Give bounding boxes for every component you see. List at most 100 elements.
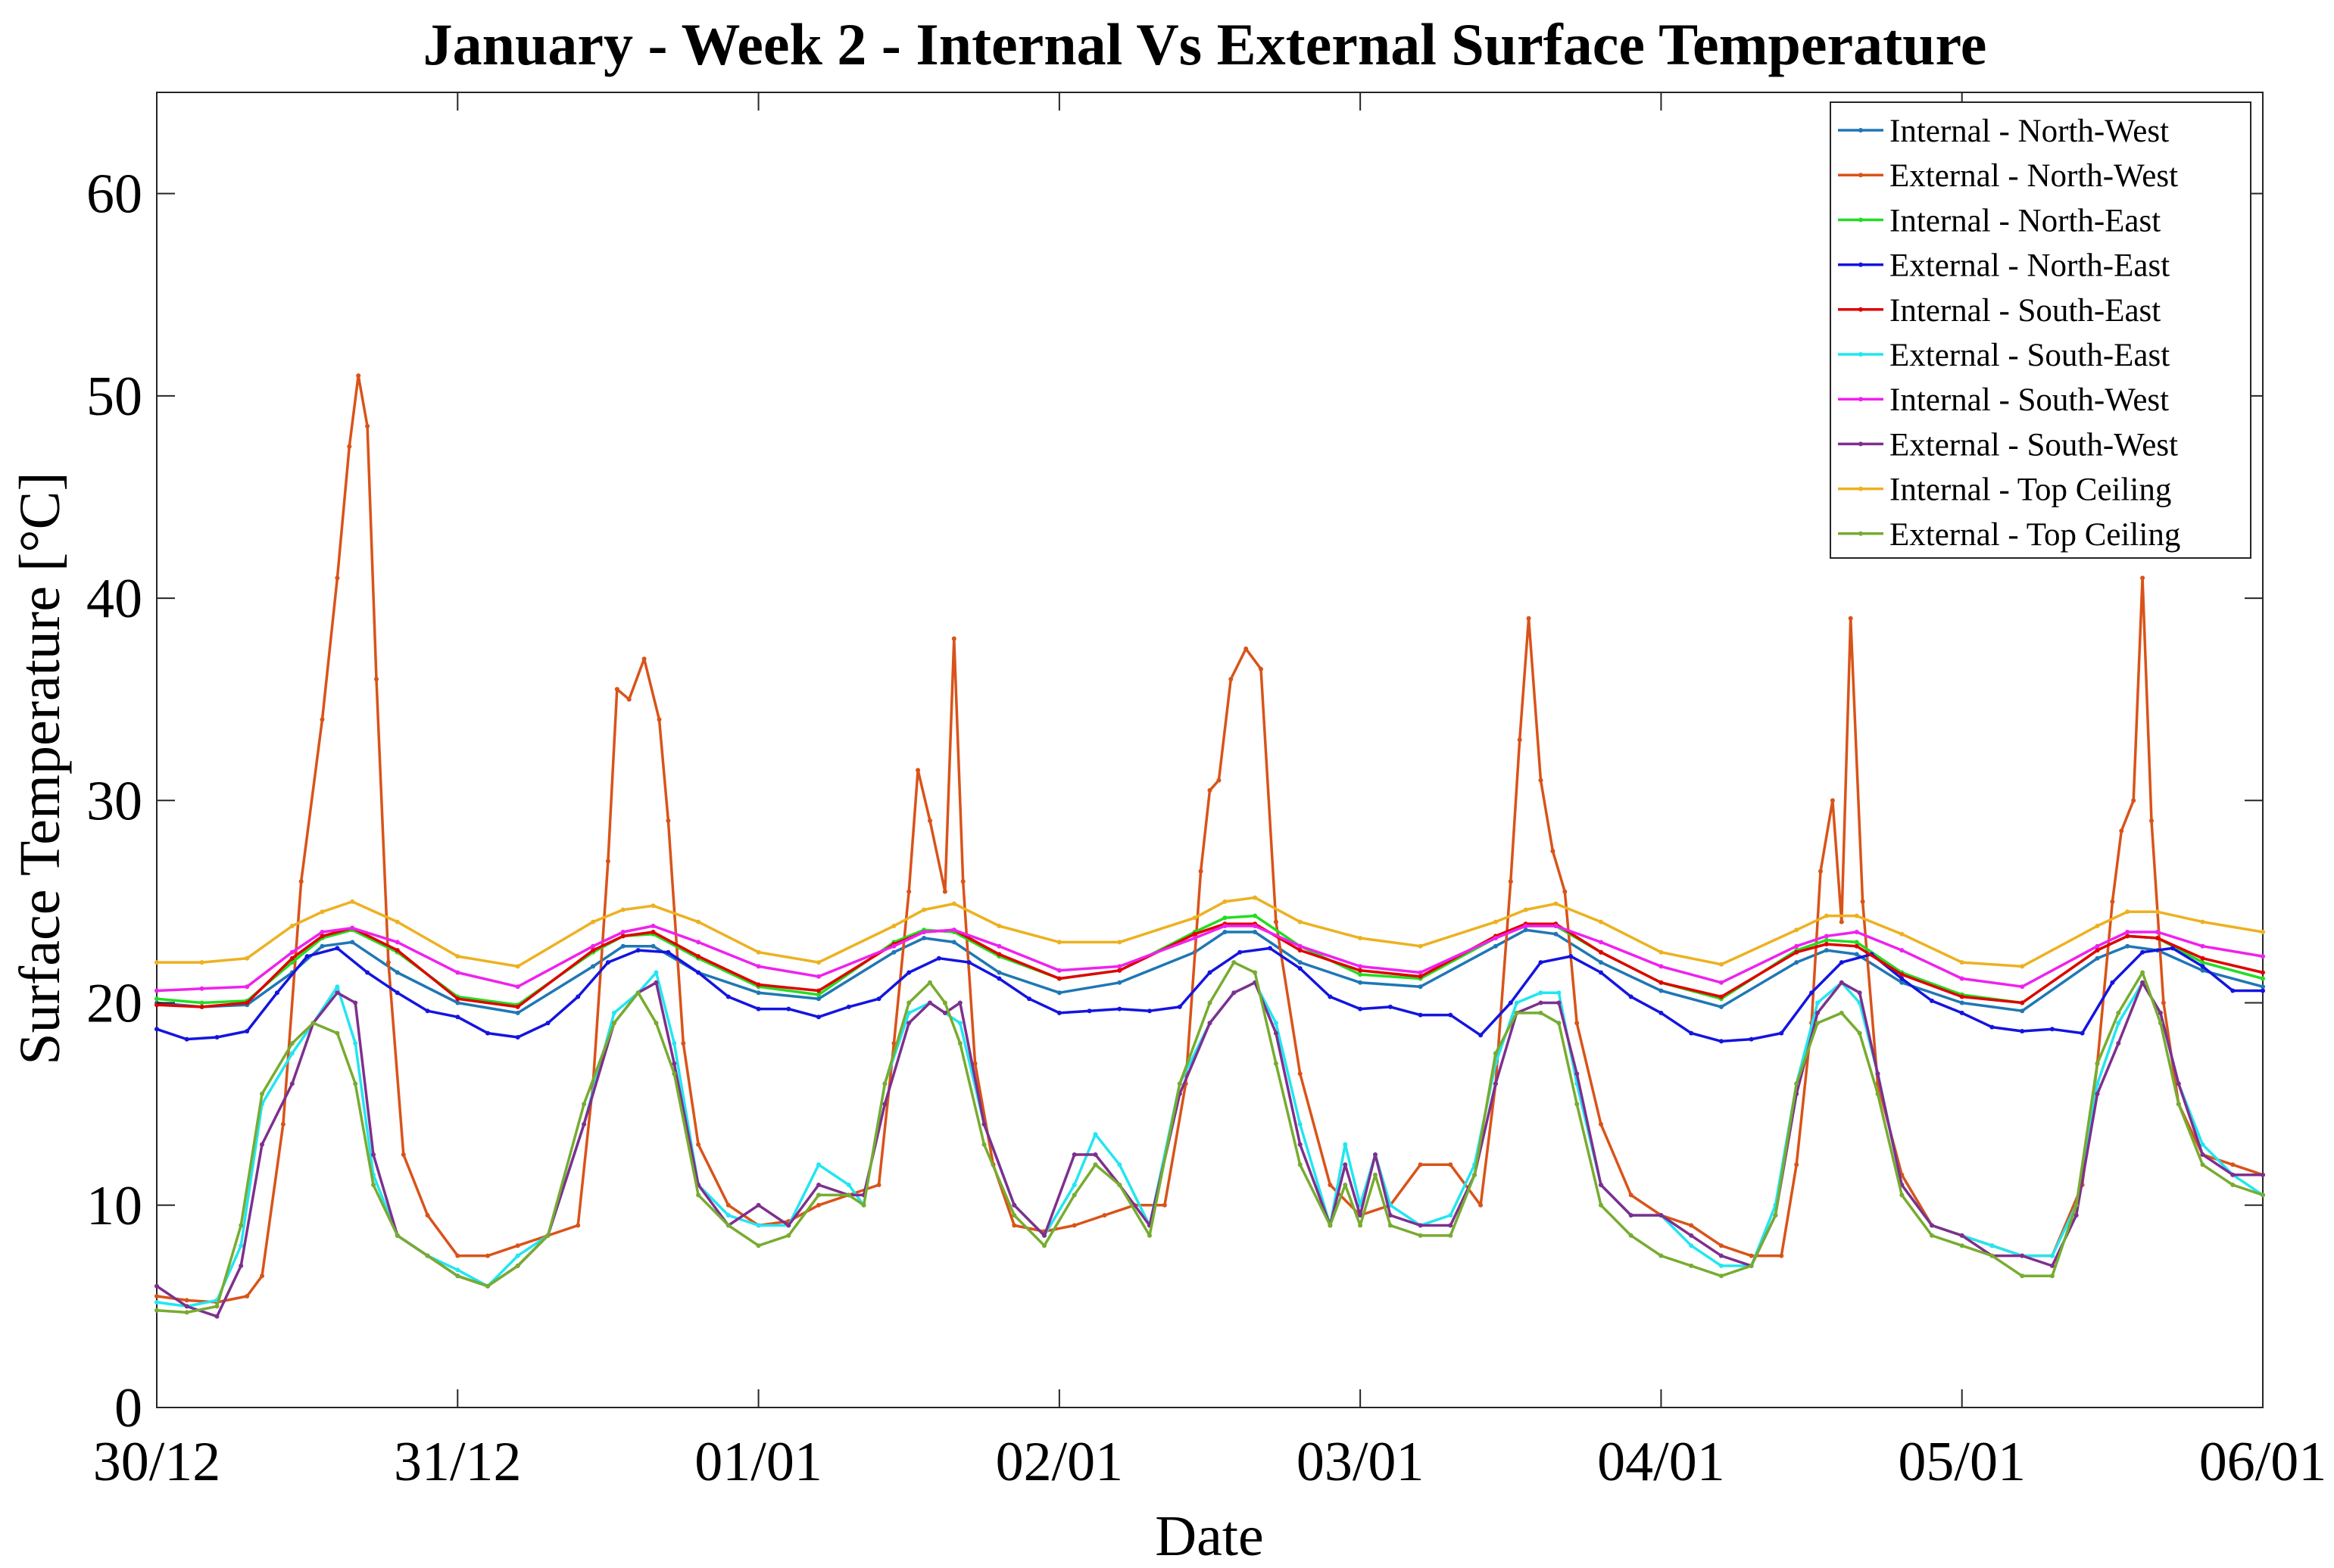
data-point xyxy=(1553,931,1559,937)
data-point xyxy=(356,373,361,379)
data-point xyxy=(922,936,927,940)
data-point xyxy=(353,1000,358,1005)
data-point xyxy=(1959,1010,1964,1015)
data-point xyxy=(882,1081,888,1086)
data-point xyxy=(1718,1263,1724,1268)
data-point xyxy=(289,1051,295,1056)
legend-box xyxy=(1830,101,2251,559)
data-point xyxy=(957,1021,963,1026)
data-point xyxy=(199,1004,204,1009)
legend-label: Internal - South-East xyxy=(1889,293,2161,329)
data-point xyxy=(1599,1183,1603,1187)
data-point xyxy=(906,970,912,975)
data-point xyxy=(335,990,340,996)
data-point xyxy=(1328,994,1333,999)
data-point xyxy=(455,1015,460,1020)
series-internal-south-west xyxy=(154,924,2265,993)
data-point xyxy=(1117,1183,1122,1187)
data-point xyxy=(1718,1004,1724,1009)
data-point xyxy=(591,943,596,949)
data-point xyxy=(816,1015,821,1020)
legend: Internal - North-West External - North-We… xyxy=(1830,101,2251,559)
data-point xyxy=(2200,1162,2205,1167)
data-point xyxy=(2110,899,2115,904)
data-point xyxy=(2230,1162,2236,1167)
data-point xyxy=(1253,895,1258,900)
data-point xyxy=(199,986,204,991)
data-point xyxy=(425,1253,430,1258)
legend-item: Internal - South-East xyxy=(1838,293,2161,329)
data-point xyxy=(756,964,761,969)
data-point xyxy=(2261,1172,2265,1177)
data-point xyxy=(756,1202,761,1208)
data-point xyxy=(2158,1010,2163,1015)
data-point xyxy=(2020,984,2025,990)
data-point xyxy=(455,1000,460,1005)
data-point xyxy=(1658,1253,1664,1258)
data-point xyxy=(1818,868,1823,874)
data-point xyxy=(374,677,379,681)
legend-item: Internal - Top Ceiling xyxy=(1838,472,2171,508)
data-point xyxy=(1072,1152,1077,1157)
data-point xyxy=(1815,1010,1820,1015)
legend-marker xyxy=(1858,486,1863,491)
data-point xyxy=(1297,966,1303,971)
data-point xyxy=(756,1006,761,1012)
data-point xyxy=(816,988,821,993)
data-point xyxy=(1192,931,1197,937)
data-point xyxy=(184,1304,189,1309)
data-point xyxy=(2073,1213,2079,1218)
data-point xyxy=(1493,936,1498,940)
data-point xyxy=(891,1041,897,1046)
data-point xyxy=(1493,1081,1498,1086)
x-tick-label: 30/12 xyxy=(93,1431,221,1493)
data-point xyxy=(666,818,671,823)
data-point xyxy=(1387,1004,1393,1009)
data-point xyxy=(786,1233,791,1238)
data-point xyxy=(1231,960,1237,965)
data-point xyxy=(966,960,972,965)
data-point xyxy=(455,1267,460,1273)
data-point xyxy=(545,1233,551,1238)
data-point xyxy=(1989,1243,1995,1248)
data-point xyxy=(154,1283,159,1289)
data-point xyxy=(651,930,656,934)
data-point xyxy=(1815,1000,1820,1005)
series-line xyxy=(156,914,2264,1006)
data-point xyxy=(1093,1152,1098,1157)
data-point xyxy=(1794,943,1799,949)
data-point xyxy=(1538,1000,1543,1005)
data-point xyxy=(651,924,656,928)
data-point xyxy=(154,1027,159,1032)
data-point xyxy=(942,1000,947,1005)
data-point xyxy=(1854,930,1859,934)
series-external-north-east xyxy=(154,946,2265,1044)
data-point xyxy=(1072,1192,1077,1198)
data-point xyxy=(2080,1030,2085,1036)
data-point xyxy=(651,903,656,909)
data-point xyxy=(1899,980,1905,985)
data-point xyxy=(154,960,159,965)
data-point xyxy=(641,656,647,662)
data-point xyxy=(1056,1010,1062,1015)
data-point xyxy=(1718,1243,1724,1248)
data-point xyxy=(2125,909,2130,915)
data-point xyxy=(1253,913,1258,918)
data-point xyxy=(1358,1223,1363,1228)
data-point xyxy=(395,970,400,975)
data-point xyxy=(2261,988,2265,993)
data-point xyxy=(1556,990,1562,996)
data-point xyxy=(1042,1243,1047,1248)
data-point xyxy=(951,901,956,906)
data-point xyxy=(1493,1051,1498,1056)
data-point xyxy=(1478,1202,1484,1208)
data-point xyxy=(846,1183,851,1187)
data-point xyxy=(816,992,821,997)
data-point xyxy=(1538,778,1543,783)
legend-label: Internal - Top Ceiling xyxy=(1889,472,2171,508)
data-point xyxy=(304,954,310,959)
data-point xyxy=(1523,927,1528,933)
data-point xyxy=(2200,1142,2205,1147)
data-point xyxy=(353,1041,358,1046)
data-point xyxy=(425,1008,430,1014)
